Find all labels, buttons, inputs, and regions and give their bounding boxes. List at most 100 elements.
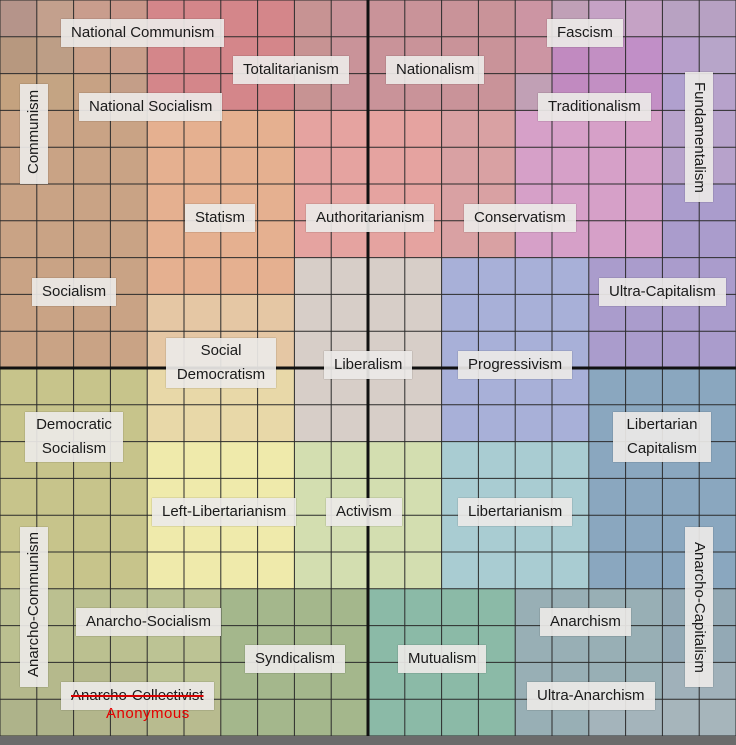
- grid-cell: [331, 699, 369, 736]
- grid-cell: [588, 331, 627, 369]
- grid-cell: [404, 0, 443, 38]
- grid-cell: [662, 36, 700, 75]
- grid-cell: [404, 257, 443, 295]
- grid-cell: [73, 515, 111, 553]
- label-socialism: Socialism: [32, 278, 117, 306]
- grid-cell: [368, 294, 406, 332]
- grid-cell: [368, 404, 406, 443]
- grid-cell: [515, 404, 553, 443]
- grid-cell: [294, 552, 332, 590]
- grid-cell: [625, 147, 663, 185]
- signature-text: Anonymous: [106, 705, 190, 722]
- grid-cell: [257, 552, 295, 590]
- grid-cell: [220, 552, 259, 590]
- grid-cell: [441, 552, 479, 590]
- grid-cell: [220, 110, 259, 148]
- grid-cell: [441, 699, 479, 736]
- grid-cell: [478, 588, 516, 627]
- grid-cell: [220, 294, 259, 332]
- grid-cell: [478, 0, 516, 38]
- grid-cell: [220, 404, 259, 443]
- grid-cell: [294, 257, 332, 295]
- grid-cell: [257, 699, 295, 736]
- grid-cell: [220, 441, 259, 479]
- grid-cell: [699, 220, 736, 259]
- grid-cell: [110, 478, 148, 516]
- grid-cell: [36, 331, 75, 369]
- grid-cell: [699, 699, 736, 736]
- label-mutualism: Mutualism: [398, 645, 487, 673]
- grid-cell: [257, 404, 295, 443]
- grid-cell: [220, 699, 259, 736]
- grid-cell: [552, 552, 590, 590]
- grid-cell: [662, 699, 700, 736]
- grid-cell: [294, 478, 332, 516]
- grid-cell: [699, 0, 736, 38]
- grid-cell: [294, 147, 332, 185]
- grid-cell: [331, 404, 369, 443]
- grid-cell: [662, 478, 700, 516]
- grid-cell: [625, 184, 663, 222]
- label-statism: Statism: [185, 204, 256, 232]
- label-anarcho-socialism: Anarcho-Socialism: [76, 608, 222, 636]
- grid-cell: [257, 294, 295, 332]
- label-libertarian-capitalism: Libertarian Capitalism: [613, 412, 711, 462]
- grid-cell: [257, 220, 295, 259]
- grid-cell: [368, 0, 406, 38]
- grid-cell: [625, 625, 663, 663]
- label-authoritarianism: Authoritarianism: [306, 204, 435, 232]
- grid-cell: [110, 515, 148, 553]
- label-activism: Activism: [326, 498, 402, 526]
- label-anarchism: Anarchism: [540, 608, 631, 636]
- grid-cell: [257, 441, 295, 479]
- grid-cell: [0, 0, 38, 38]
- label-anarcho-collectivist: Anarcho-Collectivist: [61, 682, 214, 710]
- grid-cell: [147, 257, 185, 295]
- grid-cell: [147, 441, 185, 479]
- grid-cell: [515, 147, 553, 185]
- grid-cell: [404, 588, 443, 627]
- grid-cell: [699, 368, 736, 406]
- label-ultra-capitalism: Ultra-Capitalism: [599, 278, 726, 306]
- grid-cell: [0, 368, 38, 406]
- grid-cell: [699, 478, 736, 516]
- grid-cell: [331, 441, 369, 479]
- grid-cell: [478, 552, 516, 590]
- grid-cell: [441, 294, 479, 332]
- grid-cell: [36, 184, 75, 222]
- label-left-libertarianism: Left-Libertarianism: [152, 498, 297, 526]
- grid-cell: [147, 294, 185, 332]
- grid-cell: [0, 257, 38, 295]
- grid-cell: [588, 147, 627, 185]
- label-anarcho-communism: Anarcho-Communism: [20, 527, 48, 687]
- grid-cell: [147, 220, 185, 259]
- grid-cell: [588, 515, 627, 553]
- grid-cell: [404, 294, 443, 332]
- grid-cell: [441, 588, 479, 627]
- grid-cell: [625, 331, 663, 369]
- grid-cell: [73, 147, 111, 185]
- grid-cell: [515, 294, 553, 332]
- grid-cell: [368, 699, 406, 736]
- label-libertarianism: Libertarianism: [458, 498, 573, 526]
- grid-cell: [0, 36, 38, 75]
- label-national-socialism: National Socialism: [79, 93, 223, 121]
- grid-cell: [515, 36, 553, 75]
- grid-cell: [294, 0, 332, 38]
- grid-cell: [110, 257, 148, 295]
- label-progressivism: Progressivism: [458, 351, 573, 379]
- label-nationalism: Nationalism: [386, 56, 485, 84]
- grid-cell: [73, 368, 111, 406]
- label-traditionalism: Traditionalism: [538, 93, 651, 121]
- grid-cell: [0, 220, 38, 259]
- grid-cell: [331, 294, 369, 332]
- grid-cell: [552, 404, 590, 443]
- grid-cell: [110, 552, 148, 590]
- grid-cell: [552, 294, 590, 332]
- grid-cell: [294, 588, 332, 627]
- grid-cell: [73, 331, 111, 369]
- label-totalitarianism: Totalitarianism: [233, 56, 349, 84]
- grid-cell: [588, 368, 627, 406]
- grid-cell: [625, 368, 663, 406]
- label-fascism: Fascism: [547, 19, 623, 47]
